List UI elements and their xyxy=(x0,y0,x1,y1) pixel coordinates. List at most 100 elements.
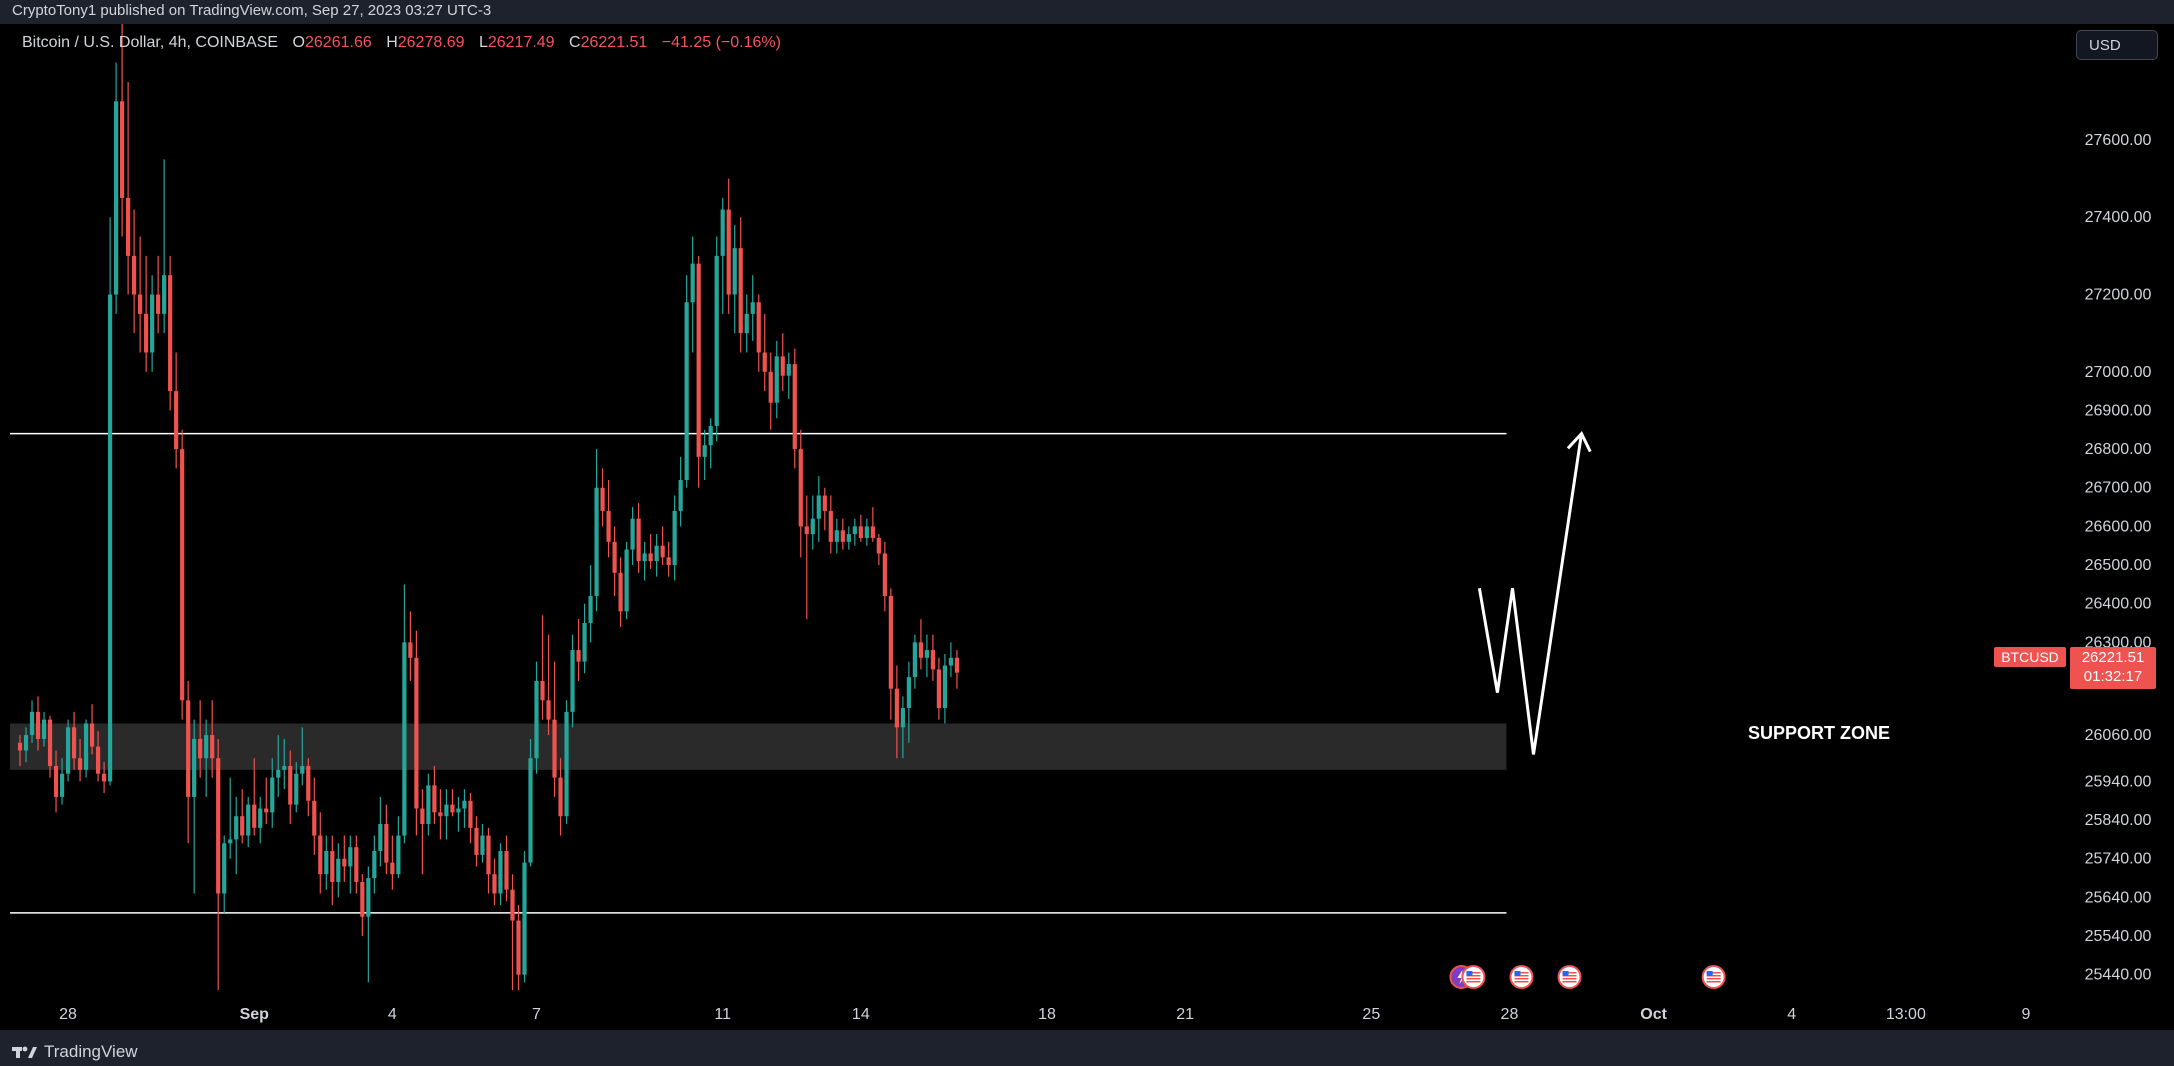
candle xyxy=(252,758,257,836)
candle-body xyxy=(162,275,167,314)
time-tick-label: 4 xyxy=(388,1006,397,1023)
candle xyxy=(924,634,929,678)
candle-body xyxy=(564,711,569,817)
candle xyxy=(288,750,293,824)
candle-body xyxy=(300,765,305,774)
candle xyxy=(678,456,683,527)
candle xyxy=(738,217,743,353)
candle xyxy=(222,835,227,913)
time-tick-label: 28 xyxy=(1501,1006,1519,1023)
time-axis[interactable]: 28 Sep 4 7 11 14 18 21 25 28 Oct 4 13:00 9 xyxy=(59,1006,2030,1023)
flag-stripe xyxy=(1466,981,1481,983)
candle-body xyxy=(882,553,887,596)
price-tag-countdown: 01:32:17 xyxy=(2084,668,2142,685)
candle-body xyxy=(156,294,161,314)
candle xyxy=(558,758,563,836)
candle xyxy=(894,665,899,759)
candle xyxy=(432,765,437,824)
chart-frame[interactable]: 27600.00 27400.00 27200.00 27000.00 26900.00… xyxy=(0,24,2174,1030)
candle-body xyxy=(204,735,209,759)
candle xyxy=(804,495,809,620)
candle-body xyxy=(234,816,239,840)
price-chart[interactable]: 27600.00 27400.00 27200.00 27000.00 26900.00… xyxy=(0,24,2174,1030)
support-zone-layer xyxy=(10,723,1507,770)
candle-body xyxy=(624,549,629,612)
candle xyxy=(390,835,395,890)
event-markers-layer xyxy=(1449,965,1726,989)
candle xyxy=(498,843,503,906)
candle xyxy=(942,653,948,724)
price-tick-label: 26800.00 xyxy=(2085,441,2152,458)
candle-body xyxy=(444,804,449,817)
open-value: 26261.66 xyxy=(305,34,372,51)
candle xyxy=(210,700,215,778)
candle-body xyxy=(618,572,623,612)
candle xyxy=(71,711,77,770)
candle-body xyxy=(786,364,791,376)
candle xyxy=(156,255,161,334)
close-key: C xyxy=(569,34,581,51)
time-tick-label: 4 xyxy=(1787,1006,1796,1023)
candle xyxy=(23,727,29,763)
flag-stripe xyxy=(1514,975,1529,977)
time-tick-label: 7 xyxy=(532,1006,541,1023)
price-axis[interactable]: 27600.00 27400.00 27200.00 27000.00 26900.00… xyxy=(2062,24,2174,1030)
candle xyxy=(858,514,863,542)
candle xyxy=(420,789,425,875)
candle-body xyxy=(570,650,575,712)
candle-body xyxy=(510,889,515,921)
candle-body xyxy=(324,851,329,875)
candle xyxy=(798,429,803,558)
candle xyxy=(29,700,35,743)
candle-body xyxy=(138,294,143,314)
projection-path xyxy=(1477,433,1583,755)
tradingview-logo[interactable]: TradingView xyxy=(12,1042,138,1062)
price-tick-label: 25540.00 xyxy=(2085,928,2152,945)
candle xyxy=(89,704,95,755)
candle-body xyxy=(828,510,833,542)
candle-body xyxy=(192,738,197,797)
candle-body xyxy=(924,650,929,658)
candle xyxy=(486,827,491,894)
candle-body xyxy=(540,680,545,701)
candle xyxy=(204,719,209,797)
candle xyxy=(714,236,719,442)
candle xyxy=(456,796,461,832)
candle-body xyxy=(150,294,155,353)
candle xyxy=(47,715,53,778)
flag-stripe xyxy=(1562,981,1577,983)
candle-body xyxy=(606,510,611,542)
high-key: H xyxy=(386,34,398,51)
candle xyxy=(138,236,143,353)
candle-body xyxy=(294,773,299,805)
candle xyxy=(35,696,41,751)
candle xyxy=(786,352,791,399)
price-tick-label: 26700.00 xyxy=(2085,480,2152,497)
candle xyxy=(792,348,797,469)
candle-body xyxy=(354,847,359,882)
candle xyxy=(732,224,737,334)
candle-body xyxy=(282,765,287,770)
candle xyxy=(426,773,431,836)
candle xyxy=(594,449,599,612)
candle-body xyxy=(876,537,881,554)
candle-body xyxy=(858,526,863,538)
candle xyxy=(414,630,419,836)
price-tick-label: 27200.00 xyxy=(2085,287,2152,304)
candle-body xyxy=(780,356,785,376)
change-value: −41.25 (−0.16%) xyxy=(661,34,781,51)
candle-body xyxy=(258,808,263,828)
projection-arrowhead xyxy=(1566,431,1592,453)
candle xyxy=(168,255,173,411)
currency-button[interactable]: USD xyxy=(2076,30,2158,60)
candle-body xyxy=(486,835,491,875)
candle xyxy=(864,518,869,546)
candle xyxy=(180,429,185,720)
candle xyxy=(53,750,59,813)
candle-body xyxy=(318,835,323,875)
low-key: L xyxy=(478,34,488,51)
price-tick-label: 27000.00 xyxy=(2085,364,2152,381)
flag-stripe xyxy=(1514,981,1529,983)
price-tick-label: 26600.00 xyxy=(2085,518,2152,535)
flag-stripe xyxy=(1562,972,1577,974)
